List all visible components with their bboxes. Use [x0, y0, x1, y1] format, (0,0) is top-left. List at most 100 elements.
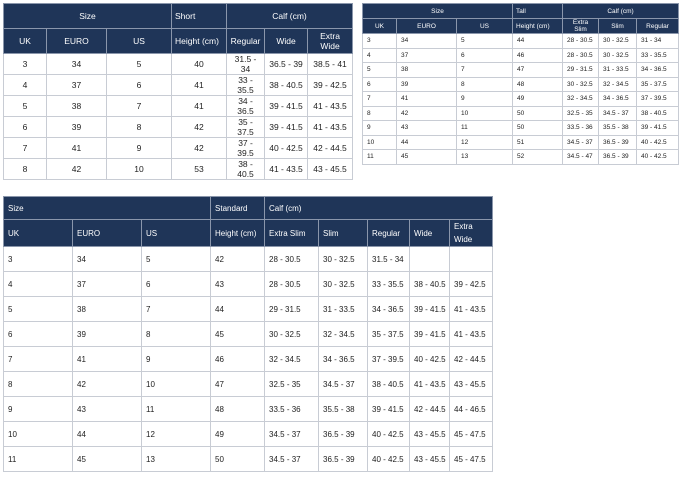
- table-cell: 28 - 30.5: [562, 47, 600, 63]
- table-cell: 28 - 30.5: [264, 246, 320, 272]
- table-cell: 10: [362, 134, 397, 150]
- column-header: UK: [3, 219, 73, 247]
- table-cell: [449, 246, 494, 272]
- table-cell: 6: [105, 74, 173, 96]
- table-cell: 50: [512, 105, 564, 121]
- table-cell: 42: [171, 116, 228, 138]
- table-cell: 7: [3, 137, 47, 159]
- table-cell: 40: [171, 53, 228, 75]
- table-cell: 34 - 36.5: [226, 95, 266, 117]
- table-cell: 30 - 32.5: [598, 47, 638, 63]
- table-cell: 5: [105, 53, 173, 75]
- table-cell: 31 - 33.5: [598, 62, 638, 78]
- table-cell: 40 - 42.5: [636, 149, 680, 165]
- group-header: Standard: [210, 196, 266, 220]
- table-cell: 7: [362, 91, 397, 107]
- table-cell: 37 - 39.5: [226, 137, 266, 159]
- table-cell: 6: [3, 116, 47, 138]
- column-header: Wide: [409, 219, 451, 247]
- table-cell: 34.5 - 37: [264, 421, 320, 447]
- table-cell: 8: [455, 76, 514, 92]
- table-cell: 7: [455, 62, 514, 78]
- table-cell: 32.5 - 35: [562, 105, 600, 121]
- table-cell: 33.5 - 36: [264, 396, 320, 422]
- column-header: Height (cm): [171, 28, 228, 54]
- table-cell: 31 - 34: [636, 33, 680, 49]
- table-cell: 34 - 36.5: [318, 346, 369, 372]
- table-cell: 34: [46, 53, 107, 75]
- table-cell: 11: [362, 149, 397, 165]
- table-cell: 42 - 44.5: [409, 396, 451, 422]
- table-row: 9 43 11 50 33.5 - 36 35.5 - 38 39 - 41.5: [362, 120, 680, 136]
- column-header: Extra Slim: [562, 18, 600, 34]
- table-cell: 39 - 42.5: [307, 74, 354, 96]
- group-header: Calf (cm): [264, 196, 494, 220]
- table-cell: 30 - 32.5: [318, 271, 369, 297]
- table-row: 5 38 7 44 29 - 31.5 31 - 33.5 34 - 36.5 39 - 41…: [3, 296, 494, 322]
- table-cell: 46: [210, 346, 266, 372]
- table-cell: 32 - 34.5: [318, 321, 369, 347]
- column-header: UK: [362, 18, 397, 34]
- table-cell: 38: [396, 62, 457, 78]
- table-cell: 34: [396, 33, 457, 49]
- column-header: Extra Wide: [449, 219, 494, 247]
- table-cell: 41 - 43.5: [307, 95, 354, 117]
- column-header: US: [455, 18, 514, 34]
- table-row: 6 39 8 48 30 - 32.5 32 - 34.5 35 - 37.5: [362, 76, 680, 92]
- table-cell: 34: [72, 246, 142, 272]
- table-cell: 39: [72, 321, 142, 347]
- table-cell: 37: [72, 271, 142, 297]
- table-cell: 9: [455, 91, 514, 107]
- table-cell: 7: [3, 346, 73, 372]
- table-cell: 29 - 31.5: [264, 296, 320, 322]
- table-cell: 10: [140, 371, 212, 397]
- table-cell: 12: [455, 134, 514, 150]
- table-row: 7 41 9 46 32 - 34.5 34 - 36.5 37 - 39.5 40 - 42…: [3, 346, 494, 372]
- table-cell: 30 - 32.5: [598, 33, 638, 49]
- table-cell: 34 - 36.5: [367, 296, 411, 322]
- table-cell: 35 - 37.5: [367, 321, 411, 347]
- table-cell: 9: [3, 396, 73, 422]
- table-row: 9 43 11 48 33.5 - 36 35.5 - 38 39 - 41.5 42 - 4…: [3, 396, 494, 422]
- table-cell: 42: [210, 246, 266, 272]
- table-cell: 29 - 31.5: [562, 62, 600, 78]
- table-cell: 36.5 - 39: [598, 134, 638, 150]
- table-cell: 45 - 47.5: [449, 446, 494, 472]
- table-cell: 43 - 45.5: [449, 371, 494, 397]
- table-cell: 35.5 - 38: [318, 396, 369, 422]
- table-cell: 45: [396, 149, 457, 165]
- size-table-short: Size Short Calf (cm) UK EURO US Height (cm) Reg…: [2, 3, 354, 180]
- table-cell: 31 - 33.5: [318, 296, 369, 322]
- column-header: Slim: [318, 219, 369, 247]
- table-cell: 39: [396, 76, 457, 92]
- column-header: Extra Slim: [264, 219, 320, 247]
- table-cell: 34.5 - 37: [562, 134, 600, 150]
- table-cell: 53: [171, 158, 228, 180]
- table-row: 6 39 8 45 30 - 32.5 32 - 34.5 35 - 37.5 39 - 41…: [3, 321, 494, 347]
- table-cell: 47: [210, 371, 266, 397]
- column-header: EURO: [46, 28, 107, 54]
- table-cell: 38.5 - 41: [307, 53, 354, 75]
- table-cell: 50: [512, 120, 564, 136]
- column-header: Wide: [264, 28, 309, 54]
- table-cell: 38: [46, 95, 107, 117]
- table-cell: 30 - 32.5: [562, 76, 600, 92]
- table-cell: 10: [105, 158, 173, 180]
- table-row: 4 37 6 43 28 - 30.5 30 - 32.5 33 - 35.5 38 - 40…: [3, 271, 494, 297]
- table-cell: 33 - 35.5: [367, 271, 411, 297]
- group-header: Calf (cm): [562, 3, 680, 19]
- table-cell: 39 - 41.5: [636, 120, 680, 136]
- table-cell: 6: [455, 47, 514, 63]
- table-cell: 6: [3, 321, 73, 347]
- table-cell: 38 - 40.5: [264, 74, 309, 96]
- table-cell: 36.5 - 39: [264, 53, 309, 75]
- column-header: EURO: [72, 219, 142, 247]
- table-cell: 39 - 41.5: [409, 321, 451, 347]
- table-cell: 40 - 42.5: [367, 421, 411, 447]
- table-cell: 44: [512, 33, 564, 49]
- table-cell: 13: [455, 149, 514, 165]
- size-table-standard: Size Standard Calf (cm) UK EURO US Height (cm)…: [2, 196, 494, 472]
- table-cell: 44: [396, 134, 457, 150]
- table-cell: 38: [72, 296, 142, 322]
- table-cell: 32 - 34.5: [598, 76, 638, 92]
